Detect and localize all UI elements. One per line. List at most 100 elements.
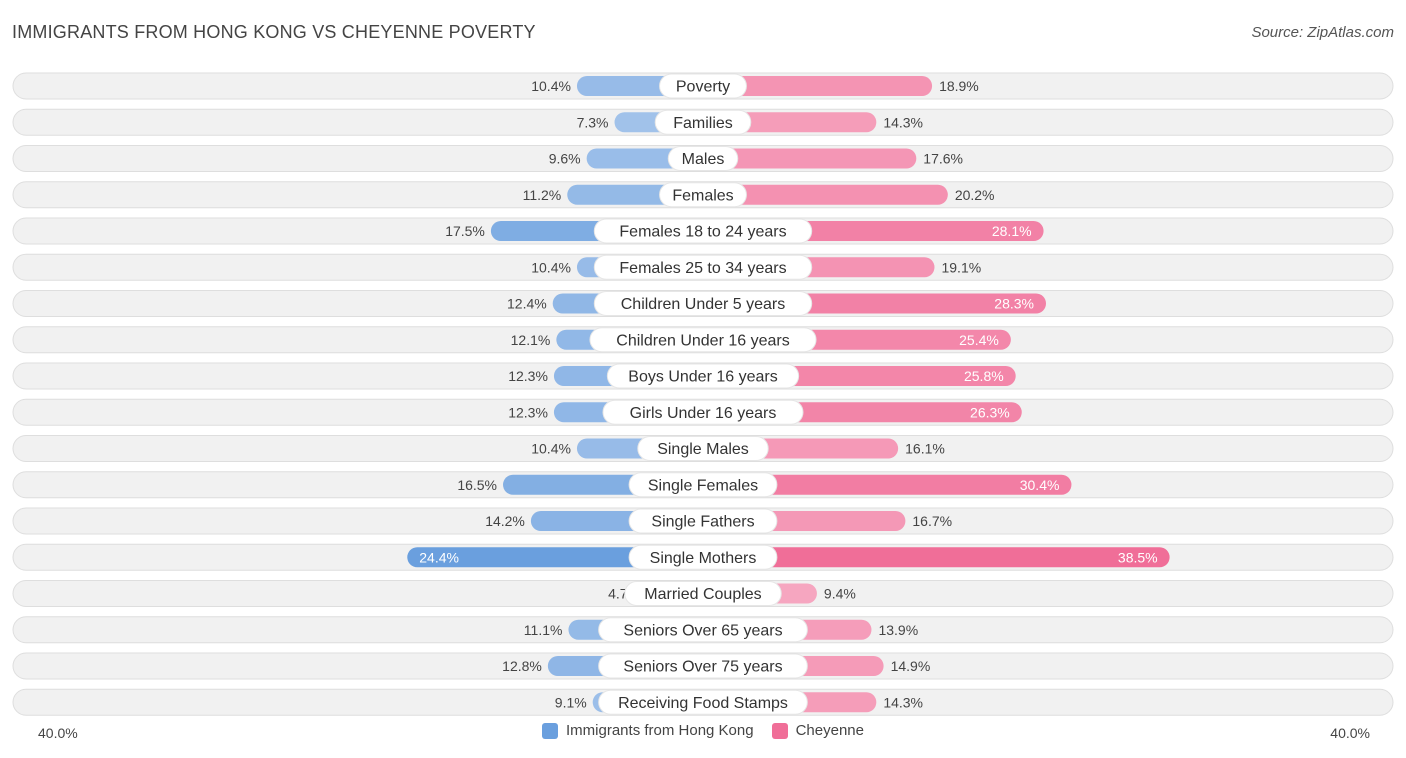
legend-item-right: Cheyenne xyxy=(771,722,864,739)
value-label-left: 12.3% xyxy=(508,404,548,420)
value-label-right: 28.3% xyxy=(994,296,1034,312)
value-label-left: 24.4% xyxy=(419,549,459,565)
category-pill xyxy=(598,617,808,643)
value-label-left: 10.4% xyxy=(531,259,571,275)
chart-row: 12.8% 14.9% Seniors Over 75 years xyxy=(12,652,1394,680)
value-label-right: 16.1% xyxy=(905,441,945,457)
category-pill xyxy=(606,363,800,389)
chart-row: 12.3% 25.8% Boys Under 16 years xyxy=(12,362,1394,390)
value-label-left: 16.5% xyxy=(457,477,497,493)
category-label: Females 18 to 24 years xyxy=(619,224,786,241)
category-label: Poverty xyxy=(676,79,730,96)
category-label: Females xyxy=(672,187,733,204)
chart-row: 12.3% 26.3% Girls Under 16 years xyxy=(12,398,1394,426)
chart-row: 17.5% 28.1% Females 18 to 24 years xyxy=(12,217,1394,245)
value-label-left: 12.4% xyxy=(507,296,547,312)
category-pill xyxy=(593,291,813,316)
value-label-right: 20.2% xyxy=(955,187,995,203)
value-label-right: 14.3% xyxy=(883,694,923,710)
category-pill xyxy=(628,544,778,570)
value-label-right: 13.9% xyxy=(878,622,918,638)
value-label-right: 17.6% xyxy=(923,151,963,167)
chart-row: 7.3% 14.3% Families xyxy=(12,108,1394,136)
value-label-right: 25.8% xyxy=(964,368,1004,384)
value-label-right: 18.9% xyxy=(939,78,979,94)
value-label-right: 9.4% xyxy=(824,586,856,602)
category-label: Children Under 16 years xyxy=(616,332,789,349)
chart-row: 24.4% 38.5% Single Mothers xyxy=(12,543,1394,571)
value-label-left: 11.2% xyxy=(523,187,562,203)
value-label-right: 30.4% xyxy=(1020,477,1060,493)
bar-right xyxy=(703,76,933,96)
chart-row: 16.5% 30.4% Single Females xyxy=(12,471,1394,499)
chart-row: 10.4% 16.1% Single Males xyxy=(12,435,1394,462)
value-label-right: 28.1% xyxy=(992,223,1032,239)
category-label: Boys Under 16 years xyxy=(628,369,777,386)
legend-label-left: Immigrants from Hong Kong xyxy=(566,722,754,739)
category-pill xyxy=(593,218,813,244)
category-label: Single Males xyxy=(657,441,749,458)
diverging-bar-chart: 10.4% 18.9% Poverty 7.3% 14.3% Families 9.6% 17… xyxy=(12,72,1394,716)
category-pill xyxy=(602,399,804,425)
chart-row: 14.2% 16.7% Single Fathers xyxy=(12,507,1394,535)
category-pill xyxy=(589,327,817,353)
chart-title: IMMIGRANTS FROM HONG KONG VS CHEYENNE PO… xyxy=(12,22,536,42)
category-pill xyxy=(593,254,813,280)
category-label: Families xyxy=(673,115,733,132)
value-label-right: 19.1% xyxy=(941,259,981,275)
category-label: Males xyxy=(682,151,725,168)
bar-right xyxy=(703,148,917,169)
category-pill xyxy=(659,182,747,208)
bar-right xyxy=(703,547,1170,568)
value-label-right: 16.7% xyxy=(912,513,952,529)
value-label-left: 7.3% xyxy=(577,114,609,130)
chart-row: 11.2% 20.2% Females xyxy=(12,181,1394,209)
category-label: Receiving Food Stamps xyxy=(618,695,788,712)
category-label: Seniors Over 65 years xyxy=(623,622,782,639)
category-label: Single Females xyxy=(648,477,758,494)
value-label-right: 14.3% xyxy=(883,114,923,130)
chart-row: 9.1% 14.3% Receiving Food Stamps xyxy=(12,688,1394,716)
value-label-left: 12.3% xyxy=(508,368,548,384)
value-label-right: 25.4% xyxy=(959,332,999,348)
category-pill xyxy=(637,436,769,461)
value-label-right: 38.5% xyxy=(1118,549,1158,565)
chart-row: 12.4% 28.3% Children Under 5 years xyxy=(12,290,1394,317)
chart-row: 10.4% 19.1% Females 25 to 34 years xyxy=(12,253,1394,281)
value-label-right: 14.9% xyxy=(891,658,931,674)
category-label: Seniors Over 75 years xyxy=(623,659,782,676)
category-label: Females 25 to 34 years xyxy=(619,260,786,277)
value-label-left: 17.5% xyxy=(445,223,485,239)
value-label-left: 10.4% xyxy=(531,441,571,457)
category-pill xyxy=(598,653,808,679)
value-label-left: 11.1% xyxy=(524,622,563,638)
bar-right xyxy=(703,474,1072,495)
category-pill xyxy=(624,581,782,606)
category-pill xyxy=(628,508,778,534)
source-label: Source: ZipAtlas.com xyxy=(1251,24,1394,41)
chart-row: 11.1% 13.9% Seniors Over 65 years xyxy=(12,616,1394,644)
value-label-left: 10.4% xyxy=(531,78,571,94)
category-pill xyxy=(628,472,778,498)
category-pill xyxy=(667,146,739,171)
axis-min-label: 40.0% xyxy=(38,725,78,741)
category-pill xyxy=(598,689,808,715)
chart-row: 4.7% 9.4%Married Couples xyxy=(12,580,1394,607)
value-label-left: 14.2% xyxy=(485,513,525,529)
chart-row: 10.4% 18.9% Poverty xyxy=(12,72,1394,100)
category-label: Children Under 5 years xyxy=(621,296,786,313)
value-label-right: 26.3% xyxy=(970,404,1010,420)
legend-swatch-right xyxy=(771,722,788,739)
chart-row: 9.6% 17.6% Males xyxy=(12,145,1394,172)
bar-right xyxy=(703,184,948,205)
axis-max-label: 40.0% xyxy=(1330,725,1370,741)
category-label: Single Fathers xyxy=(651,514,754,531)
category-label: Married Couples xyxy=(644,586,761,603)
legend-item-left: Immigrants from Hong Kong xyxy=(542,722,754,739)
bar-left xyxy=(407,547,703,568)
legend-swatch-left xyxy=(542,722,559,739)
category-pill xyxy=(654,109,752,135)
value-label-left: 12.1% xyxy=(511,332,551,348)
value-label-left: 9.1% xyxy=(555,694,587,710)
legend-label-right: Cheyenne xyxy=(795,722,864,739)
